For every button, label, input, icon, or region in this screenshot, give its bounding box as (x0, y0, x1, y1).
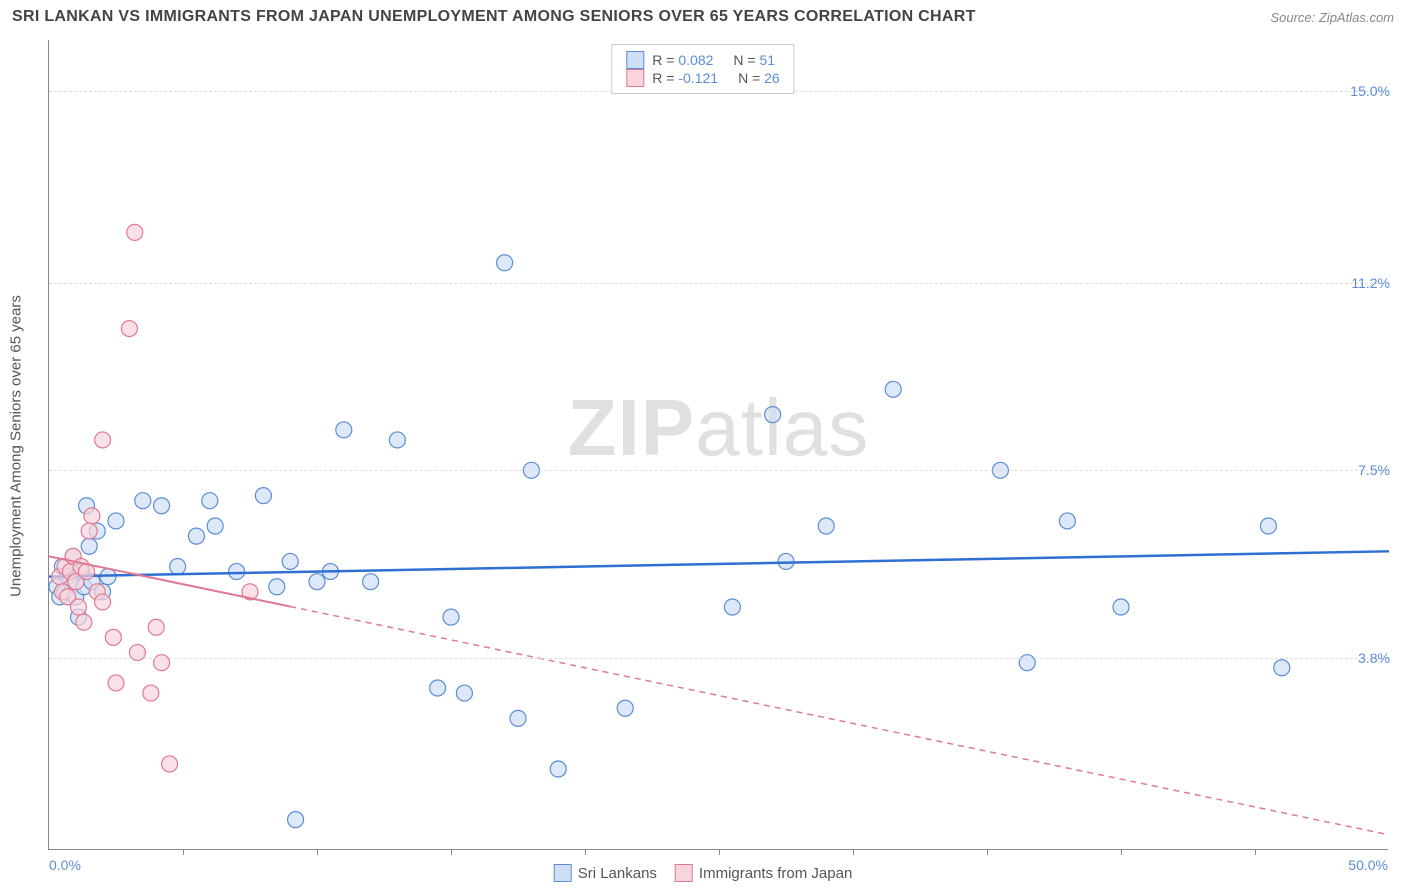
data-point (1059, 513, 1075, 529)
legend-item: Immigrants from Japan (675, 864, 852, 882)
legend-swatch (626, 51, 644, 69)
x-tick (719, 849, 720, 855)
x-axis-min-label: 0.0% (49, 857, 81, 873)
data-point (724, 599, 740, 615)
data-point (207, 518, 223, 534)
legend-label: Immigrants from Japan (699, 865, 852, 882)
data-point (1260, 518, 1276, 534)
data-point (127, 224, 143, 240)
data-point (363, 574, 379, 590)
data-point (81, 523, 97, 539)
correlation-legend: R = 0.082N = 51R = -0.121N = 26 (611, 44, 794, 94)
data-point (170, 559, 186, 575)
data-point (269, 579, 285, 595)
data-point (135, 493, 151, 509)
data-point (154, 498, 170, 514)
x-tick (1121, 849, 1122, 855)
data-point (818, 518, 834, 534)
x-tick (1255, 849, 1256, 855)
data-point (336, 422, 352, 438)
data-point (309, 574, 325, 590)
data-point (81, 538, 97, 554)
x-tick (317, 849, 318, 855)
data-point (95, 594, 111, 610)
data-point (430, 680, 446, 696)
data-point (617, 700, 633, 716)
legend-stat-row: R = -0.121N = 26 (626, 69, 779, 87)
gridline (49, 283, 1388, 284)
x-tick (853, 849, 854, 855)
legend-label: Sri Lankans (578, 865, 657, 882)
x-axis-max-label: 50.0% (1348, 857, 1388, 873)
data-point (765, 407, 781, 423)
y-tick-label: 15.0% (1350, 83, 1390, 99)
data-point (70, 599, 86, 615)
x-tick (585, 849, 586, 855)
data-point (202, 493, 218, 509)
data-point (443, 609, 459, 625)
x-tick (987, 849, 988, 855)
scatter-plot: ZIPatlas 0.0% 50.0% 3.8%7.5%11.2%15.0% (48, 40, 1388, 850)
gridline (49, 470, 1388, 471)
source-attribution: Source: ZipAtlas.com (1270, 10, 1394, 25)
data-point (1274, 660, 1290, 676)
data-point (76, 614, 92, 630)
x-tick (183, 849, 184, 855)
data-point (282, 553, 298, 569)
plot-svg (49, 40, 1388, 849)
data-point (162, 756, 178, 772)
data-point (121, 321, 137, 337)
data-point (108, 675, 124, 691)
legend-stat-row: R = 0.082N = 51 (626, 51, 779, 69)
data-point (288, 812, 304, 828)
data-point (885, 381, 901, 397)
data-point (255, 488, 271, 504)
x-tick (451, 849, 452, 855)
data-point (84, 508, 100, 524)
trend-line (49, 551, 1389, 576)
trend-line-extrapolated (290, 606, 1389, 834)
data-point (550, 761, 566, 777)
data-point (229, 564, 245, 580)
data-point (105, 629, 121, 645)
gridline (49, 658, 1388, 659)
series-legend: Sri Lankans Immigrants from Japan (546, 862, 861, 884)
data-point (456, 685, 472, 701)
legend-item: Sri Lankans (554, 864, 657, 882)
legend-swatch (626, 69, 644, 87)
data-point (510, 710, 526, 726)
data-point (389, 432, 405, 448)
data-point (497, 255, 513, 271)
data-point (95, 432, 111, 448)
data-point (108, 513, 124, 529)
y-tick-label: 3.8% (1358, 650, 1390, 666)
chart-title: SRI LANKAN VS IMMIGRANTS FROM JAPAN UNEM… (12, 8, 976, 26)
y-axis-label: Unemployment Among Seniors over 65 years (8, 295, 25, 597)
data-point (188, 528, 204, 544)
data-point (148, 619, 164, 635)
data-point (143, 685, 159, 701)
y-tick-label: 11.2% (1351, 275, 1390, 291)
legend-swatch (675, 864, 693, 882)
data-point (1113, 599, 1129, 615)
y-tick-label: 7.5% (1358, 462, 1390, 478)
legend-swatch (554, 864, 572, 882)
